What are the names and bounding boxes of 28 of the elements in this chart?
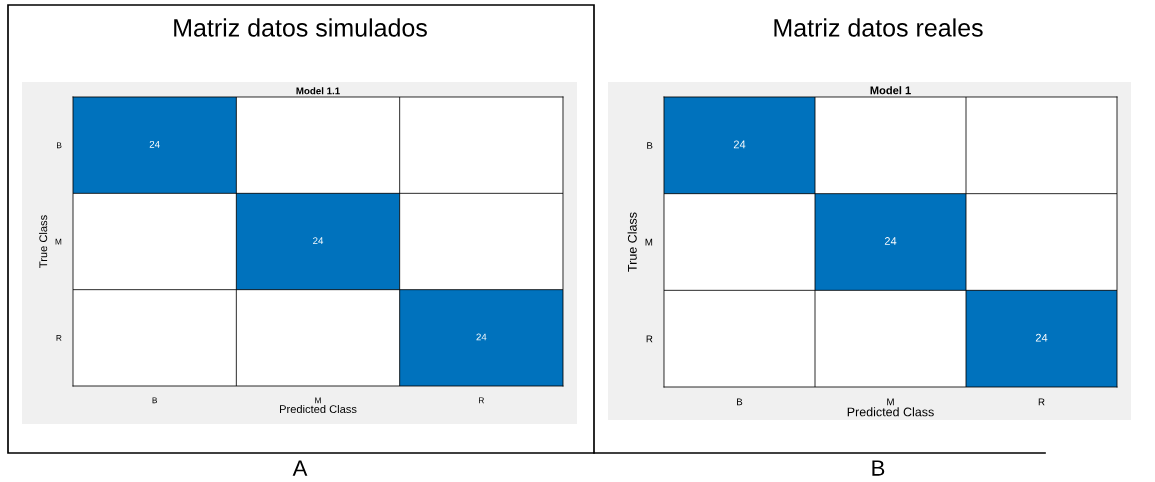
- y-axis-title: True Class: [627, 212, 637, 272]
- y-tick-label: R: [56, 335, 62, 341]
- data-label: 24: [476, 333, 487, 341]
- data-label: 24: [733, 140, 746, 149]
- y-axis-title: True Class: [39, 215, 48, 268]
- y-tick-label: B: [57, 142, 62, 149]
- y-tick-label: B: [647, 142, 653, 149]
- data-label: 24: [313, 237, 324, 245]
- x-tick-label: M: [315, 397, 321, 404]
- text: B: [872, 460, 885, 476]
- y-tick-label: M: [645, 238, 653, 246]
- data-label: 24: [1035, 333, 1048, 342]
- x-axis-title: Predicted Class: [847, 407, 934, 417]
- chart-subtitle: Model 1: [870, 86, 911, 95]
- chart-subtitle: Model 1.1: [296, 87, 340, 95]
- chart-title: Matriz datos reales: [774, 18, 983, 37]
- x-tick-label: R: [479, 397, 484, 404]
- data-label: 24: [149, 140, 160, 148]
- x-tick-label: B: [152, 397, 158, 404]
- x-tick-label: R: [1038, 398, 1045, 406]
- chart-title: Matriz datos simulados: [174, 18, 427, 37]
- y-tick-label: R: [646, 335, 653, 343]
- text: A: [292, 460, 308, 476]
- x-tick-label: B: [737, 398, 743, 406]
- data-label: 24: [884, 237, 897, 245]
- x-axis-title: Predicted Class: [280, 404, 357, 414]
- y-tick-label: M: [55, 238, 62, 245]
- x-tick-label: M: [887, 398, 894, 406]
